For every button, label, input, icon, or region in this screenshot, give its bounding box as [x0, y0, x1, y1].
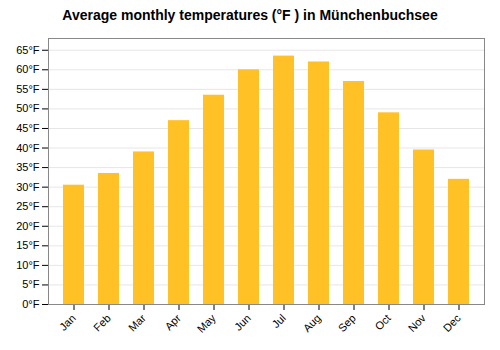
svg-text:Feb: Feb — [91, 312, 113, 334]
svg-text:Apr: Apr — [162, 312, 183, 333]
svg-text:15°F: 15°F — [16, 239, 40, 251]
svg-text:Jun: Jun — [232, 312, 253, 333]
html-text:Average monthly temperatures (: Average monthly temperatures (°F ) in Mü… — [62, 7, 438, 23]
svg-text:30°F: 30°F — [16, 181, 40, 193]
svg-text:0°F: 0°F — [22, 298, 40, 310]
svg-text:Nov: Nov — [406, 311, 429, 334]
svg-text:25°F: 25°F — [16, 200, 40, 212]
svg-text:35°F: 35°F — [16, 161, 40, 173]
svg-text:50°F: 50°F — [16, 102, 40, 114]
svg-text:Dec: Dec — [441, 311, 464, 334]
svg-text:45°F: 45°F — [16, 122, 40, 134]
svg-text:5°F: 5°F — [22, 278, 40, 290]
svg-text:Jul: Jul — [269, 312, 287, 330]
svg-text:65°F: 65°F — [16, 44, 40, 56]
svg-text:60°F: 60°F — [16, 63, 40, 75]
svg-text:40°F: 40°F — [16, 142, 40, 154]
svg-text:10°F: 10°F — [16, 259, 40, 271]
svg-text:Aug: Aug — [301, 312, 323, 334]
svg-text:55°F: 55°F — [16, 83, 40, 95]
svg-text:Sep: Sep — [336, 312, 358, 334]
svg-text:Jan: Jan — [57, 312, 78, 333]
svg-text:20°F: 20°F — [16, 220, 40, 232]
svg-text:May: May — [195, 311, 219, 335]
svg-text:Oct: Oct — [372, 312, 393, 333]
svg-text:Mar: Mar — [126, 312, 148, 334]
